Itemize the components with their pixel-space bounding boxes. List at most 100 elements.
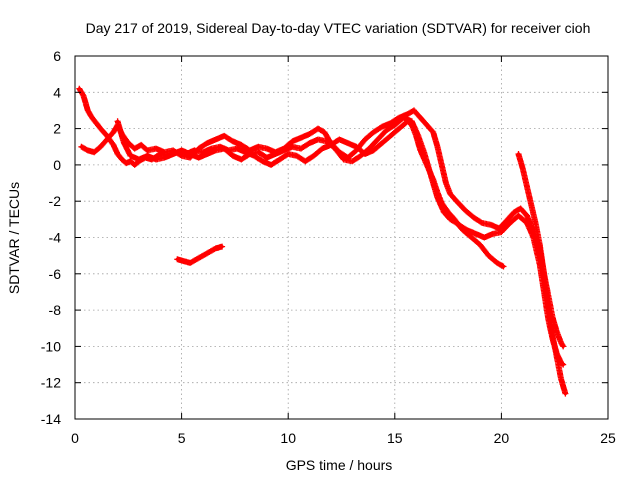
data-point-track-1-43 [388,134,393,138]
data-point-track-1-44 [397,127,401,131]
data-point-track-2-28 [290,139,295,143]
data-point-track-2-37 [363,137,367,142]
data-point-track-1-28 [261,159,265,163]
x-tick-label-4: 20 [494,430,510,446]
data-point-track-2-56 [497,226,501,230]
data-point-track-2-38 [371,130,376,134]
data-point-track-2-0 [79,145,83,149]
series-track-2 [78,107,567,350]
data-point-track-3-37 [423,152,427,156]
data-point-track-1-4 [94,121,98,125]
data-point-track-3-4 [145,154,150,158]
y-tick-label-9: 4 [53,84,61,100]
data-point-track-1-71 [561,363,565,367]
data-point-track-3-19 [273,152,277,156]
data-point-track-3-9 [188,152,192,156]
data-point-track-3-28 [350,159,354,163]
data-point-track-3-15 [239,157,243,162]
data-point-track-3-1 [122,141,126,145]
data-point-track-1-62 [516,214,521,218]
data-point-track-3-46 [487,254,491,258]
data-point-track-2-32 [322,130,326,134]
y-tick-label-1: -12 [41,375,61,391]
data-point-track-3-27 [342,157,346,162]
data-point-track-3-20 [282,148,286,152]
data-point-track-1-58 [482,235,486,240]
data-point-track-2-59 [519,206,523,211]
data-point-track-1-5 [99,127,103,131]
data-point-track-2-22 [239,143,243,147]
data-point-track-3-32 [384,128,388,132]
data-point-track-2-11 [145,148,150,152]
data-point-track-2-39 [380,125,384,129]
data-point-track-3-23 [307,141,312,145]
x-tick-label-2: 10 [280,430,296,446]
series-markers-track-2 [78,107,567,350]
data-point-track-1-29 [269,163,273,167]
data-point-track-1-8 [116,152,120,156]
data-point-track-3-38 [429,174,433,178]
data-point-track-3-12 [214,148,218,152]
data-point-track-5-2 [188,261,192,265]
data-point-track-5-3 [194,257,199,261]
data-point-track-2-2 [92,150,96,154]
data-point-track-3-31 [376,137,380,142]
data-point-track-4-2 [525,185,529,189]
data-point-track-2-4 [105,137,109,142]
data-point-track-3-47 [495,261,499,265]
data-point-track-3-24 [316,137,320,142]
y-tick-label-7: 0 [53,157,61,173]
data-point-track-3-10 [197,156,201,160]
data-point-track-1-37 [337,137,341,142]
y-axis-label: SDTVAR / TECUs [6,182,22,294]
y-tick-label-2: -10 [41,338,61,354]
data-point-track-5-1 [182,259,186,263]
data-point-track-3-7 [171,152,175,156]
data-point-track-1-60 [499,230,503,234]
data-point-track-3-17 [256,150,260,154]
data-point-track-2-45 [425,123,429,127]
data-point-track-2-5 [111,130,115,134]
data-point-track-4-6 [542,272,546,276]
y-tick-label-0: -14 [41,411,61,427]
data-point-track-2-67 [559,341,563,345]
data-point-track-4-1 [521,166,525,171]
data-point-track-2-60 [525,214,529,218]
y-tick-label-8: 2 [53,121,61,137]
data-point-track-1-11 [128,159,132,163]
data-point-track-5-5 [207,250,211,254]
data-point-track-2-21 [231,139,235,143]
data-point-track-1-9 [120,157,124,162]
data-point-track-2-29 [299,136,303,140]
data-point-track-4-0 [516,152,521,156]
data-point-track-3-33 [393,123,397,127]
data-point-track-2-46 [431,130,435,134]
data-point-track-3-21 [290,145,295,149]
data-point-track-3-34 [401,116,405,120]
data-point-track-1-32 [295,154,299,158]
data-point-track-2-19 [214,137,218,142]
series-track-5 [174,243,226,266]
data-point-track-1-10 [124,161,128,165]
data-point-track-3-36 [416,134,420,138]
data-point-track-3-42 [455,221,459,225]
data-point-track-2-66 [555,330,559,334]
data-point-track-1-7 [111,143,115,147]
data-point-track-5-7 [220,245,224,249]
data-point-track-4-5 [538,243,542,247]
data-point-track-2-44 [418,116,422,120]
data-point-track-4-10 [559,377,563,381]
data-point-track-1-42 [380,141,384,145]
data-point-track-1-3 [90,116,94,120]
data-point-track-3-48 [501,264,506,269]
data-point-track-2-36 [354,148,358,152]
data-point-track-3-8 [180,148,184,152]
x-tick-label-5: 25 [600,430,616,446]
data-point-track-2-55 [489,223,493,227]
data-point-track-2-43 [412,108,416,112]
data-point-track-1-41 [371,148,376,152]
y-tick-label-4: -6 [49,266,62,282]
data-point-track-2-42 [406,112,410,116]
data-point-track-3-39 [435,196,439,200]
